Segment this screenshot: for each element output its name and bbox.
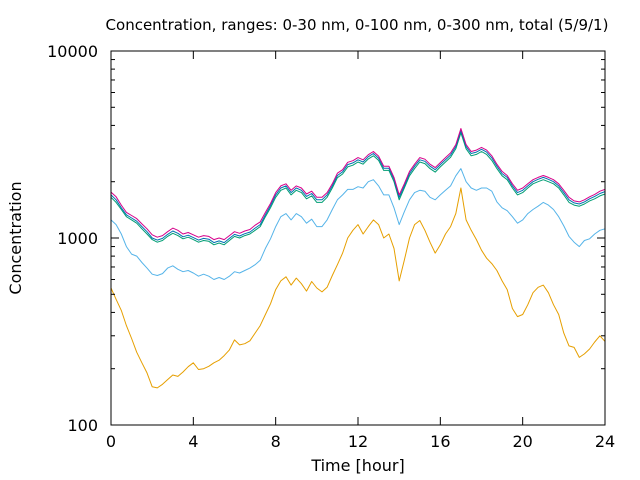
x-axis-label: Time [hour] (310, 456, 404, 475)
x-tick-label: 4 (188, 432, 198, 451)
series-line-3 (110, 132, 606, 246)
axes-layer: 0 4 8 12 16 20 24 100 1000 10000 (47, 42, 615, 451)
x-tick-label: 24 (595, 432, 615, 451)
series-layer (110, 128, 606, 389)
x-tick-label: 16 (430, 432, 450, 451)
x-tick-label: 20 (512, 432, 532, 451)
y-tick-label: 100 (67, 416, 98, 435)
x-tick-label: 0 (106, 432, 116, 451)
y-tick-label: 1000 (57, 229, 98, 248)
series-line-4 (110, 130, 606, 244)
chart-title: Concentration, ranges: 0-30 nm, 0-100 nm… (106, 16, 609, 34)
x-tick-label: 8 (271, 432, 281, 451)
series-line-1 (110, 187, 606, 389)
series-line-2 (110, 168, 606, 280)
y-tick-label: 10000 (47, 42, 98, 61)
series-line-5 (110, 128, 606, 241)
y-axis-label: Concentration (6, 181, 25, 294)
x-tick-label: 12 (348, 432, 368, 451)
